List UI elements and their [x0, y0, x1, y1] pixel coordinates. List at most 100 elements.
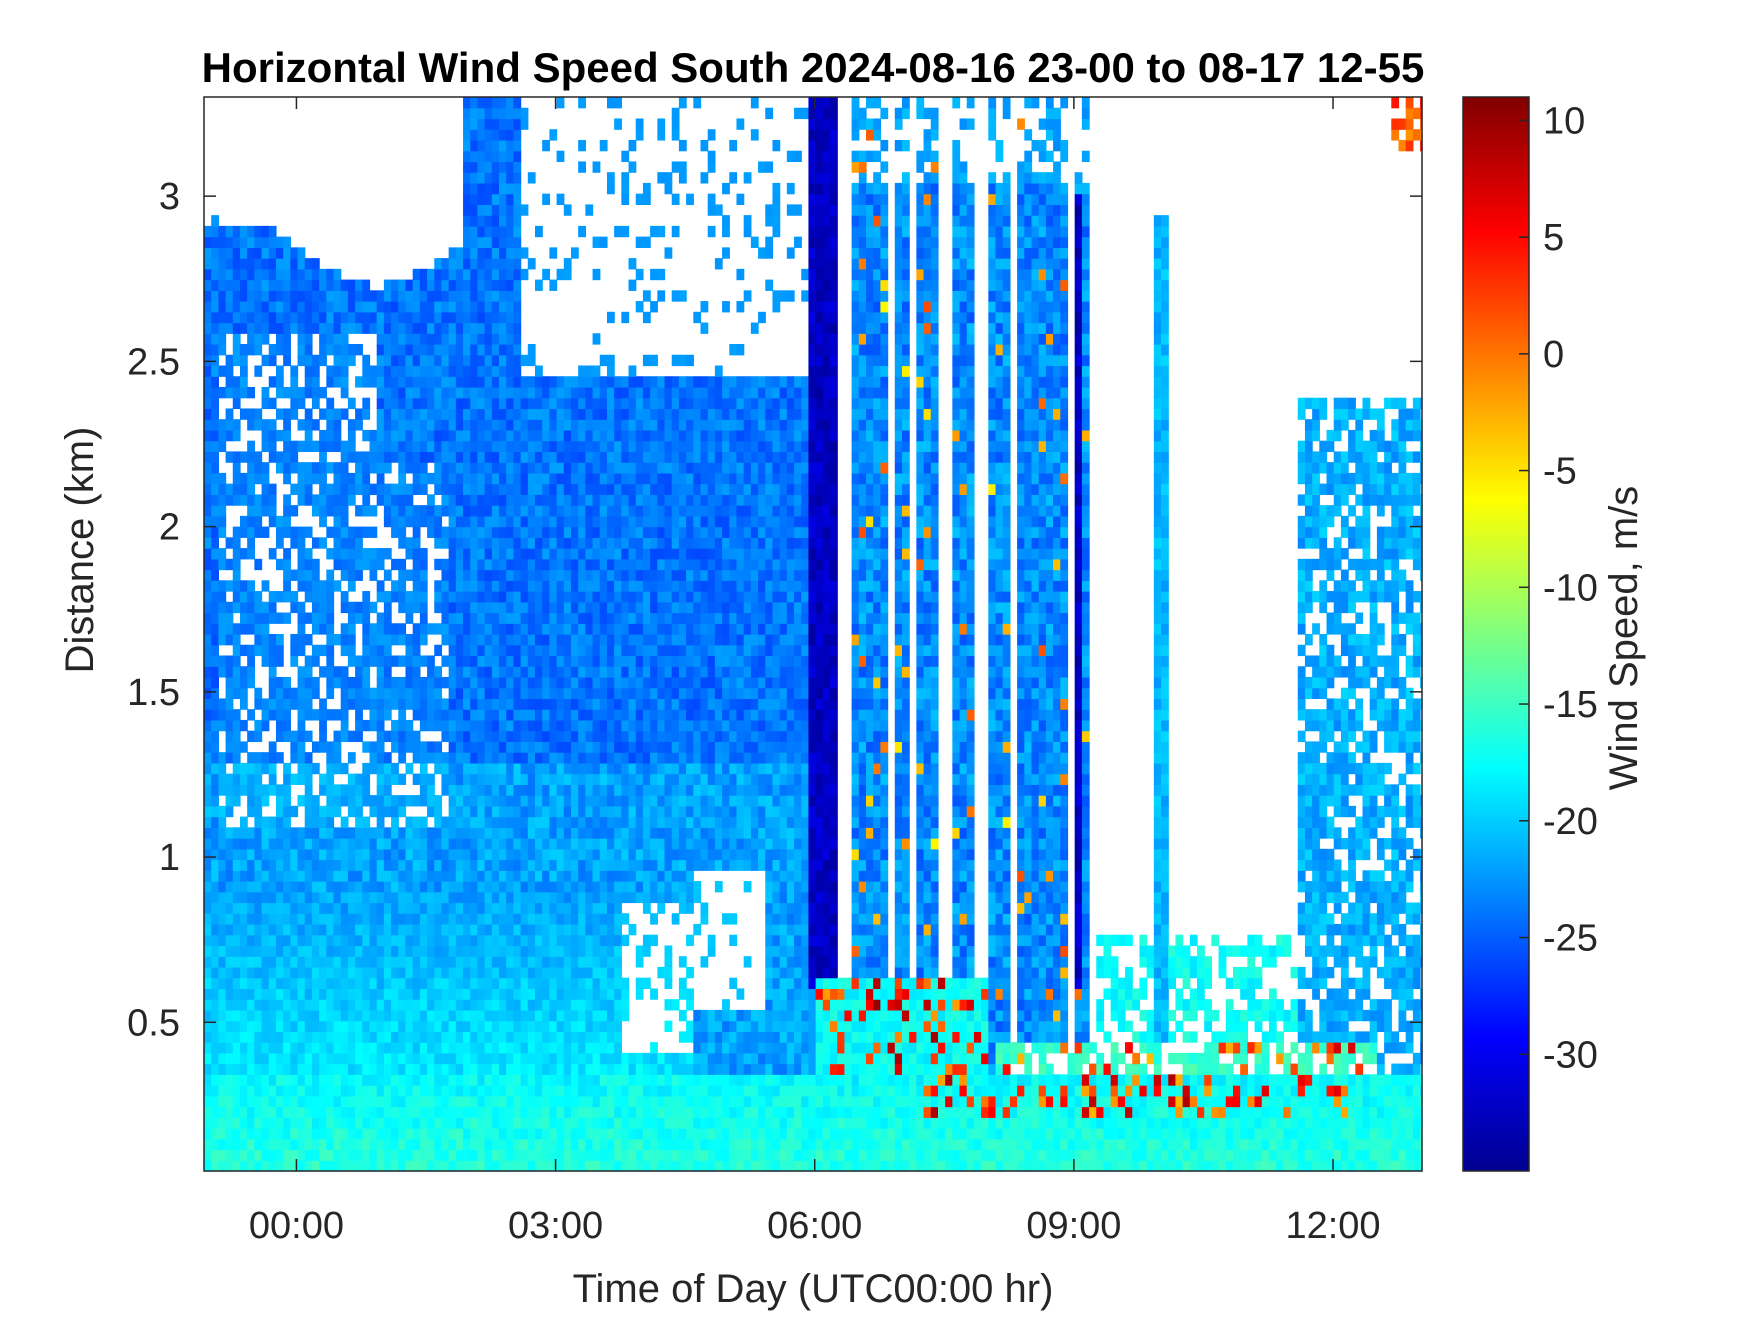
heatmap-cell — [247, 676, 255, 689]
heatmap-cell — [283, 1020, 291, 1032]
heatmap-cell — [239, 945, 248, 957]
heatmap-cell — [506, 558, 515, 571]
heatmap-cell — [398, 1149, 407, 1161]
heatmap-cell — [254, 333, 263, 345]
heatmap-cell — [621, 397, 630, 410]
heatmap-cell — [297, 1138, 306, 1151]
heatmap-cell — [650, 408, 658, 420]
heatmap-cell — [275, 386, 284, 399]
heatmap-cell — [398, 719, 407, 732]
heatmap-cell — [563, 1063, 572, 1075]
heatmap-cell — [347, 322, 356, 334]
heatmap-cell — [383, 1020, 392, 1032]
heatmap-cell — [383, 676, 392, 689]
heatmap-cell — [304, 709, 313, 721]
heatmap-cell — [463, 505, 471, 517]
heatmap-cell — [347, 1160, 356, 1172]
heatmap-cell — [398, 515, 407, 528]
heatmap-cell — [556, 966, 565, 979]
heatmap-cell — [614, 741, 622, 753]
heatmap-cell — [506, 805, 515, 818]
heatmap-cell — [326, 612, 335, 624]
heatmap-cell — [419, 322, 428, 334]
heatmap-cell — [491, 1074, 500, 1086]
heatmap-cell — [441, 966, 450, 979]
heatmap-cell — [549, 515, 558, 528]
heatmap-cell — [506, 193, 515, 205]
heatmap-cell — [520, 537, 529, 549]
heatmap-cell — [621, 429, 630, 442]
heatmap-cell — [311, 870, 320, 882]
heatmap-cell — [599, 881, 608, 893]
heatmap-cell — [484, 118, 493, 130]
heatmap-cell — [563, 494, 572, 506]
heatmap-cell — [535, 698, 543, 710]
heatmap-cell — [614, 934, 622, 947]
heatmap-cell — [628, 161, 637, 173]
heatmap-cell — [211, 891, 219, 904]
heatmap-cell — [419, 795, 428, 807]
heatmap-cell — [268, 913, 277, 925]
heatmap-cell — [556, 601, 565, 614]
heatmap-cell — [592, 483, 601, 495]
heatmap-cell — [570, 1052, 579, 1065]
heatmap-cell — [304, 945, 313, 957]
heatmap-cell — [232, 1042, 241, 1054]
heatmap-cell — [599, 1020, 608, 1032]
heatmap-cell — [232, 558, 241, 571]
heatmap-cell — [535, 784, 543, 796]
heatmap-cell — [542, 440, 550, 453]
heatmap-cell — [355, 676, 363, 689]
heatmap-cell — [297, 1149, 306, 1161]
heatmap-cell — [542, 805, 550, 818]
heatmap-cell — [570, 848, 579, 861]
heatmap-cell — [405, 795, 414, 807]
heatmap-cell — [275, 1160, 284, 1172]
heatmap-cell — [355, 784, 363, 796]
heatmap-cell — [614, 1106, 622, 1118]
heatmap-cell — [326, 1074, 335, 1086]
heatmap-cell — [225, 1063, 234, 1075]
heatmap-cell — [268, 429, 277, 442]
heatmap-cell — [283, 923, 291, 936]
heatmap-cell — [448, 1106, 457, 1118]
heatmap-cell — [491, 182, 500, 195]
heatmap-cell — [592, 1085, 601, 1097]
heatmap-cell — [347, 827, 356, 839]
heatmap-cell — [254, 1031, 263, 1043]
heatmap-cell — [391, 1149, 399, 1161]
heatmap-cell — [232, 719, 241, 732]
heatmap-cell — [657, 118, 666, 130]
heatmap-cell — [628, 494, 637, 506]
heatmap-cell — [319, 881, 327, 893]
heatmap-cell — [412, 891, 421, 904]
heatmap-cell — [614, 1063, 622, 1075]
heatmap-cell — [283, 859, 291, 871]
heatmap-cell — [650, 548, 658, 560]
heatmap-cell — [218, 1031, 227, 1043]
heatmap-cell — [376, 1138, 385, 1151]
heatmap-cell — [362, 429, 371, 442]
heatmap-cell — [448, 397, 457, 410]
heatmap-cell — [628, 676, 637, 689]
heatmap-cell — [527, 1138, 536, 1151]
heatmap-cell — [239, 977, 248, 990]
heatmap-cell — [239, 1074, 248, 1086]
heatmap-cell — [434, 902, 443, 914]
heatmap-cell — [355, 1095, 363, 1108]
heatmap-cell — [491, 977, 500, 990]
heatmap-cell — [441, 934, 450, 947]
heatmap-cell — [499, 419, 507, 431]
heatmap-cell — [628, 386, 637, 399]
heatmap-cell — [527, 644, 536, 657]
heatmap-cell — [441, 290, 450, 302]
heatmap-cell — [448, 247, 457, 259]
heatmap-cell — [477, 301, 486, 313]
heatmap-cell — [347, 526, 356, 538]
heatmap-cell — [275, 1063, 284, 1075]
heatmap-cell — [592, 612, 601, 624]
heatmap-cell — [506, 601, 515, 614]
heatmap-cell — [211, 934, 219, 947]
heatmap-cell — [635, 429, 644, 442]
heatmap-cell — [218, 365, 227, 377]
